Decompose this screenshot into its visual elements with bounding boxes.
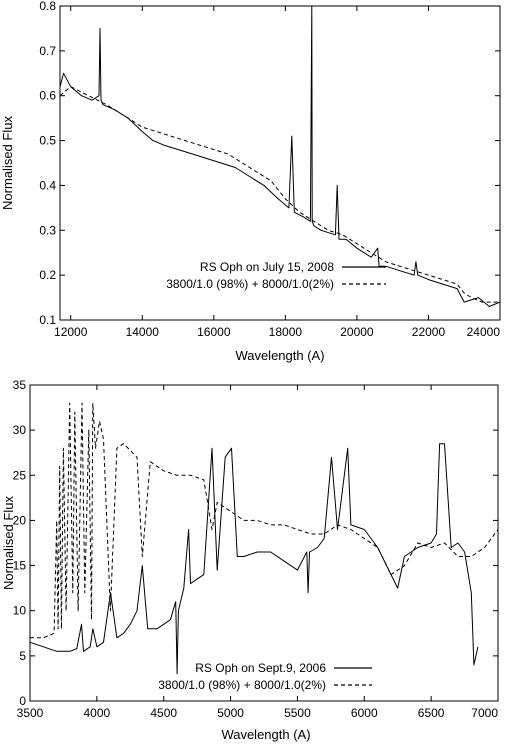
bottom-legend-label-dashed: 3800/1.0 (98%) + 8000/1.0(2%) [158,678,326,692]
bottom-y-axis-title: Normalised Flux [1,496,16,590]
bottom-y-tick-label: 25 [13,468,27,482]
bottom-series-dashed [30,402,499,639]
bottom-chart: 3500 4000 4500 5000 5500 6000 6500 7000 0 5 10 15 20… [1,378,499,742]
top-y-tick-label: 0.6 [39,89,56,103]
top-series-solid [59,5,501,307]
bottom-y-tick-label: 0 [19,694,26,708]
top-x-axis-title: Wavelength (A) [235,348,324,363]
top-y-tick-label: 0.2 [39,268,56,282]
top-legend-label-solid: RS Oph on July 15, 2008 [200,260,334,274]
bottom-legend: RS Oph on Sept.9, 2006 3800/1.0 (98%) + … [158,661,372,692]
top-y-axis-title: Normalised Flux [0,116,15,210]
top-y-tick-label: 0.7 [39,44,56,58]
bottom-x-tick-label: 4000 [84,706,111,720]
top-x-tick-label: 22000 [412,325,446,339]
top-x-tick-label: 14000 [126,325,160,339]
bottom-plot-frame [29,384,499,702]
bottom-x-tick-label: 3500 [17,706,44,720]
top-legend-label-dashed: 3800/1.0 (98%) + 8000/1.0(2%) [166,277,334,291]
top-x-tick-label: 12000 [54,325,88,339]
bottom-legend-label-solid: RS Oph on Sept.9, 2006 [195,661,326,675]
top-x-tick-label: 16000 [197,325,231,339]
bottom-x-tick-label: 5500 [284,706,311,720]
top-y-tick-label: 0.3 [39,223,56,237]
bottom-y-tick-label: 10 [13,604,27,618]
bottom-y-tick-label: 5 [19,649,26,663]
bottom-series-solid [29,443,479,675]
top-x-tick-label: 20000 [340,325,374,339]
bottom-x-tick-label: 7000 [471,706,498,720]
top-y-tick-label: 0.1 [39,313,56,327]
bottom-x-axis-title: Wavelength (A) [221,727,310,742]
bottom-x-tick-label: 5000 [217,706,244,720]
top-y-tick-label: 0.5 [39,134,56,148]
top-series-dashed [59,86,500,303]
bottom-x-tick-label: 6000 [351,706,378,720]
top-x-tick-label: 18000 [269,325,303,339]
bottom-y-tick-label: 30 [13,423,27,437]
top-y-tick-label: 0.4 [39,178,56,192]
top-chart: 12000 14000 16000 18000 20000 22000 24000 0.1 0.… [0,0,501,363]
bottom-y-tick-label: 20 [13,513,27,527]
bottom-x-tick-label: 4500 [150,706,177,720]
top-x-tick-label: 24000 [467,325,501,339]
top-y-tick-label: 0.8 [39,0,56,13]
bottom-y-tick-label: 15 [13,559,27,573]
bottom-x-tick-label: 6500 [418,706,445,720]
bottom-y-tick-label: 35 [13,378,27,392]
top-legend: RS Oph on July 15, 2008 3800/1.0 (98%) +… [166,260,386,291]
top-plot-frame [59,5,501,321]
